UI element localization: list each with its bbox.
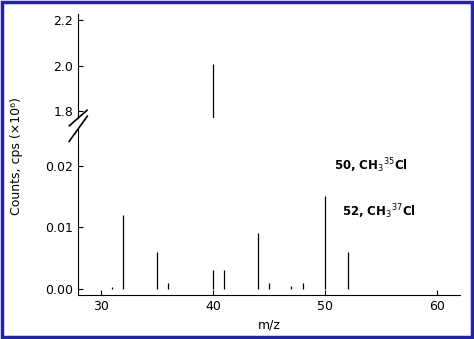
Text: Counts, cps (×10⁶): Counts, cps (×10⁶) — [10, 97, 23, 215]
X-axis label: m/z: m/z — [257, 318, 281, 331]
Text: 52, CH$_3$$^{37}$Cl: 52, CH$_3$$^{37}$Cl — [342, 202, 416, 221]
Text: 50, CH$_3$$^{35}$Cl: 50, CH$_3$$^{35}$Cl — [334, 156, 408, 175]
